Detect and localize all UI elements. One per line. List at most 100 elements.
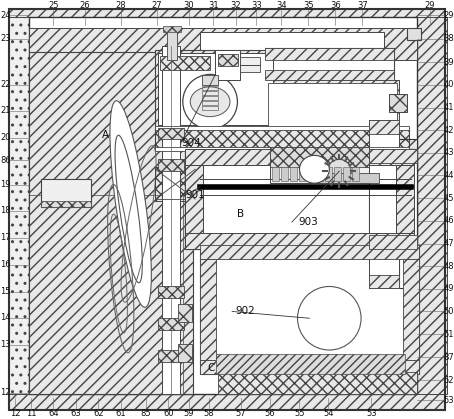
- Bar: [158, 159, 184, 171]
- Text: 17: 17: [0, 233, 11, 242]
- Text: 47: 47: [443, 239, 454, 248]
- Bar: [290, 167, 296, 181]
- Bar: [30, 17, 417, 394]
- Bar: [216, 354, 405, 374]
- Bar: [270, 147, 369, 167]
- Bar: [399, 140, 417, 288]
- Ellipse shape: [183, 75, 237, 129]
- Bar: [178, 344, 192, 362]
- Bar: [30, 28, 417, 60]
- Bar: [319, 173, 379, 183]
- Bar: [200, 245, 419, 374]
- Text: 56: 56: [265, 409, 275, 418]
- Bar: [155, 127, 409, 150]
- Bar: [265, 80, 399, 129]
- Text: 44: 44: [443, 171, 454, 180]
- Bar: [155, 50, 275, 129]
- Bar: [178, 304, 192, 322]
- Bar: [200, 245, 419, 259]
- Text: 53: 53: [366, 409, 377, 418]
- Text: A: A: [102, 129, 109, 140]
- Bar: [281, 167, 287, 181]
- Text: 29: 29: [443, 10, 454, 20]
- Text: 53: 53: [443, 396, 454, 405]
- Bar: [389, 94, 407, 112]
- Ellipse shape: [190, 87, 230, 116]
- Text: 13: 13: [0, 340, 11, 349]
- Bar: [185, 150, 414, 249]
- Bar: [202, 101, 218, 105]
- Text: 30: 30: [183, 1, 194, 10]
- Text: 904: 904: [181, 138, 201, 148]
- Text: 20: 20: [0, 133, 11, 142]
- Text: 45: 45: [443, 194, 454, 203]
- Bar: [158, 287, 184, 298]
- Text: 18: 18: [0, 206, 11, 215]
- Bar: [185, 233, 414, 249]
- Text: 28: 28: [116, 1, 126, 10]
- Text: 86: 86: [0, 156, 11, 165]
- Bar: [369, 274, 399, 288]
- Text: 59: 59: [183, 409, 194, 418]
- Bar: [158, 53, 273, 124]
- Bar: [30, 52, 193, 394]
- Text: 48: 48: [443, 261, 454, 271]
- Text: 87: 87: [443, 353, 454, 362]
- Text: 43: 43: [443, 148, 454, 158]
- Bar: [202, 86, 218, 90]
- Ellipse shape: [300, 155, 329, 183]
- Text: 23: 23: [0, 34, 11, 44]
- Bar: [369, 235, 417, 249]
- Text: 37: 37: [357, 1, 368, 10]
- Text: 33: 33: [251, 1, 262, 10]
- Text: 903: 903: [298, 217, 318, 227]
- Text: 52: 52: [443, 375, 454, 385]
- Text: 39: 39: [443, 58, 454, 67]
- Bar: [407, 28, 421, 40]
- Bar: [299, 167, 306, 181]
- Bar: [155, 147, 409, 151]
- Bar: [185, 150, 414, 166]
- Text: 57: 57: [235, 409, 246, 418]
- Bar: [218, 54, 238, 66]
- Bar: [240, 57, 260, 72]
- Bar: [158, 127, 184, 140]
- Bar: [271, 167, 279, 181]
- Bar: [417, 17, 446, 394]
- Ellipse shape: [327, 159, 351, 183]
- Bar: [202, 106, 218, 110]
- Bar: [10, 9, 444, 25]
- Text: B: B: [237, 209, 244, 219]
- Ellipse shape: [110, 101, 151, 307]
- Bar: [10, 394, 444, 410]
- Text: 58: 58: [204, 409, 214, 418]
- Text: 61: 61: [116, 409, 126, 418]
- Text: 85: 85: [141, 409, 151, 418]
- Bar: [396, 166, 414, 233]
- Text: 41: 41: [443, 103, 454, 112]
- Text: 16: 16: [0, 260, 11, 269]
- Text: 11: 11: [25, 409, 36, 418]
- Text: 46: 46: [443, 216, 454, 225]
- Bar: [10, 17, 30, 394]
- Text: 22: 22: [0, 80, 11, 89]
- Bar: [155, 167, 195, 201]
- Text: 31: 31: [208, 1, 219, 10]
- Text: 60: 60: [163, 409, 174, 418]
- Text: 34: 34: [276, 1, 286, 10]
- Text: 42: 42: [443, 126, 454, 135]
- Bar: [215, 50, 240, 80]
- Bar: [155, 126, 409, 129]
- Text: 24: 24: [0, 10, 11, 20]
- Bar: [399, 140, 417, 288]
- Bar: [200, 32, 384, 55]
- Text: 50: 50: [443, 307, 454, 316]
- Text: 15: 15: [0, 287, 11, 296]
- Text: 38: 38: [443, 34, 454, 44]
- Text: 26: 26: [79, 1, 90, 10]
- Bar: [158, 350, 184, 362]
- Text: 27: 27: [152, 1, 163, 10]
- Text: 40: 40: [443, 80, 454, 89]
- Text: 901: 901: [186, 190, 205, 200]
- Text: 63: 63: [70, 409, 81, 418]
